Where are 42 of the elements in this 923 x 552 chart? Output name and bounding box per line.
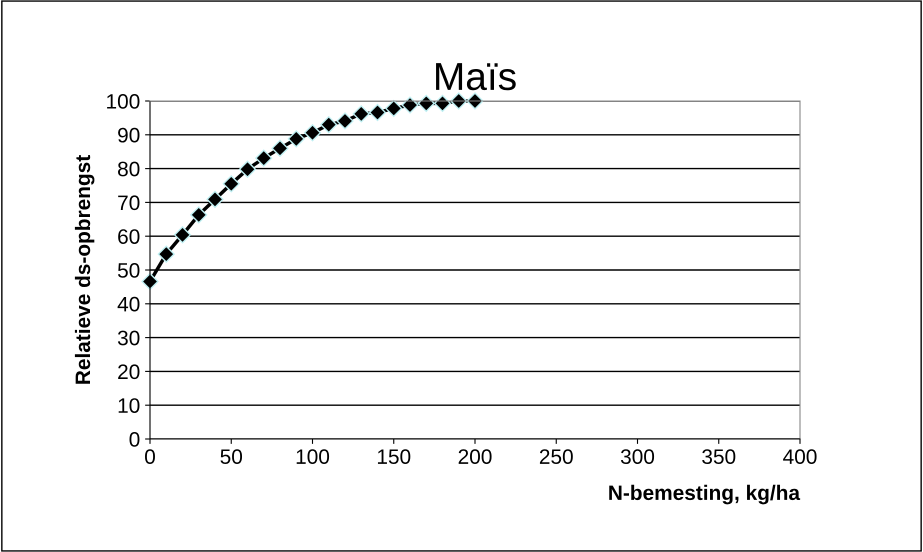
y-tick-label: 40 (118, 296, 140, 312)
chart-title: Maïs (436, 63, 516, 90)
x-tick-label: 250 (540, 449, 573, 464)
x-tick-label: 50 (220, 449, 242, 464)
point (336, 112, 354, 130)
point (385, 100, 402, 117)
point (304, 124, 322, 142)
x-tick-label: 100 (296, 449, 330, 464)
point (206, 190, 224, 208)
y-tick-label: 30 (118, 330, 140, 346)
x-tick-label: 0 (145, 449, 155, 464)
x-tick-label: 400 (783, 449, 817, 464)
point (368, 104, 386, 122)
point (288, 130, 305, 148)
y-tick-label: 10 (118, 398, 140, 413)
y-tick-label: 60 (118, 229, 140, 244)
x-tick-label: 150 (378, 449, 410, 464)
point (450, 92, 468, 110)
point (401, 96, 419, 114)
x-tick-label: 350 (702, 449, 736, 464)
point (222, 175, 240, 192)
point (418, 94, 435, 112)
point (255, 150, 272, 167)
y-tick-label: 20 (118, 364, 140, 380)
point (434, 94, 452, 112)
y-tick-label: 100 (107, 94, 140, 109)
y-tick-label: 50 (118, 263, 140, 278)
y-tick-label: 70 (118, 195, 140, 210)
x-axis-title: N-bemesting, kg/ha (609, 484, 800, 504)
y-tick-label: 80 (118, 162, 140, 176)
point (238, 160, 256, 178)
y-tick-label: 0 (130, 432, 140, 447)
x-tick-label: 300 (620, 449, 654, 464)
y-axis-title: Relatieve ds-opbrengst (74, 155, 94, 384)
point (271, 140, 289, 157)
x-tick-label: 200 (458, 449, 492, 464)
point (190, 206, 208, 224)
point (320, 116, 338, 134)
point (158, 246, 175, 263)
point (174, 226, 192, 244)
point (352, 105, 370, 122)
y-tick-label: 90 (118, 128, 140, 143)
